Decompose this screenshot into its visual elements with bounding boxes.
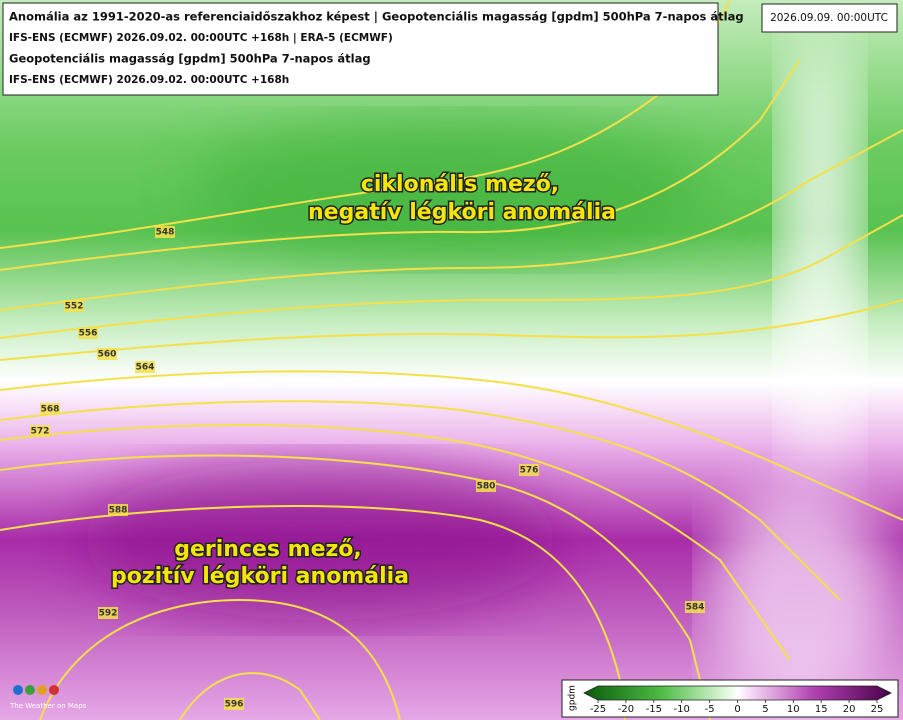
annotation: negatív légköri anomália (308, 200, 616, 225)
neutral-band (780, 30, 860, 470)
logo-text: The Weather on Maps (9, 702, 87, 710)
isohypse (0, 214, 903, 339)
valid-time: 2026.09.09. 00:00UTC (770, 12, 888, 24)
isohypse (39, 598, 401, 720)
positive-anomaly-core (80, 460, 560, 620)
contour-label: 596 (225, 700, 244, 710)
logo-dot (49, 685, 59, 695)
contour-label: 560 (98, 350, 117, 360)
contour-label-bg (40, 403, 60, 415)
contour-label-bg (78, 327, 98, 339)
contour-label-bg (476, 480, 496, 492)
contour-label-bg (97, 348, 117, 360)
colorbar-tick-label: -15 (646, 704, 662, 715)
contour-label-bg (224, 698, 244, 710)
contour-label: 580 (477, 482, 496, 492)
isohypse (0, 424, 791, 661)
contour-label-bg (135, 361, 155, 373)
colorbar-tick-label: 10 (787, 704, 800, 715)
contour-label: 548 (156, 228, 175, 238)
contour-label-bg (98, 607, 118, 619)
colorbar-tick-label: 5 (762, 704, 768, 715)
contour-label-bg (108, 504, 128, 516)
contour-label: 556 (79, 329, 98, 339)
isohypse (0, 59, 801, 271)
annotation: pozitív légköri anomália (111, 564, 409, 589)
annotation: ciklonális mező, (361, 172, 559, 197)
colorbar-tick-label: 0 (734, 704, 740, 715)
header-line: IFS-ENS (ECMWF) 2026.09.02. 00:00UTC +16… (9, 32, 393, 44)
colorbar-tick-label: -20 (618, 704, 634, 715)
colorbar-tick-label: 20 (843, 704, 856, 715)
contour-label: 564 (136, 363, 155, 373)
contour-label-bg (685, 601, 705, 613)
contour-label: 568 (41, 405, 60, 415)
header-line: Anomália az 1991-2020-as referenciaidősz… (9, 10, 744, 24)
isohypse (0, 299, 903, 361)
date-box (761, 3, 898, 33)
colorbar-tick-label: -10 (674, 704, 690, 715)
colorbar-ramp (583, 685, 892, 701)
colorbar-tick-label: 15 (815, 704, 828, 715)
logo-dot (37, 685, 47, 695)
isohypse (0, 370, 903, 521)
isohypse (0, 0, 731, 249)
contour-label: 584 (686, 603, 705, 613)
isohypse (0, 400, 841, 601)
logo-dot (13, 685, 23, 695)
logo-dot (25, 685, 35, 695)
header-line: Geopotenciális magasság [gpdm] 500hPa 7-… (9, 52, 371, 66)
colorbar-tick-label: 25 (871, 704, 884, 715)
colorbar: gpdm -25 -20 -15 -10 -5 0 5 10 15 20 25 (561, 679, 899, 718)
header-box (2, 2, 719, 96)
colorbar-tick-label: -5 (705, 704, 715, 715)
contour-label: 592 (99, 609, 118, 619)
contour-label: 576 (520, 466, 539, 476)
isohypse (179, 672, 321, 720)
contour-label-bg (519, 464, 539, 476)
logo: The Weather on Maps (9, 685, 87, 710)
isohypse (0, 505, 626, 720)
contour-label: 588 (109, 506, 128, 516)
colorbar-label: gpdm (568, 685, 578, 711)
contour-label-bg (64, 300, 84, 312)
header-line: IFS-ENS (ECMWF) 2026.09.02. 00:00UTC +16… (9, 74, 289, 86)
contour-label-bg (155, 226, 175, 238)
neutral-band (710, 480, 890, 720)
isohypse (0, 129, 903, 311)
contour-label: 572 (31, 427, 50, 437)
isohypse (0, 454, 711, 720)
contour-label-bg (30, 425, 50, 437)
contour-label: 552 (65, 302, 84, 312)
annotation: gerinces mező, (174, 537, 362, 562)
contour-labels: 548 552 556 560 564 568 572 576 580 584 588 592 596 (30, 226, 705, 710)
colorbar-tick-label: -25 (590, 704, 606, 715)
negative-anomaly-core (190, 120, 710, 260)
